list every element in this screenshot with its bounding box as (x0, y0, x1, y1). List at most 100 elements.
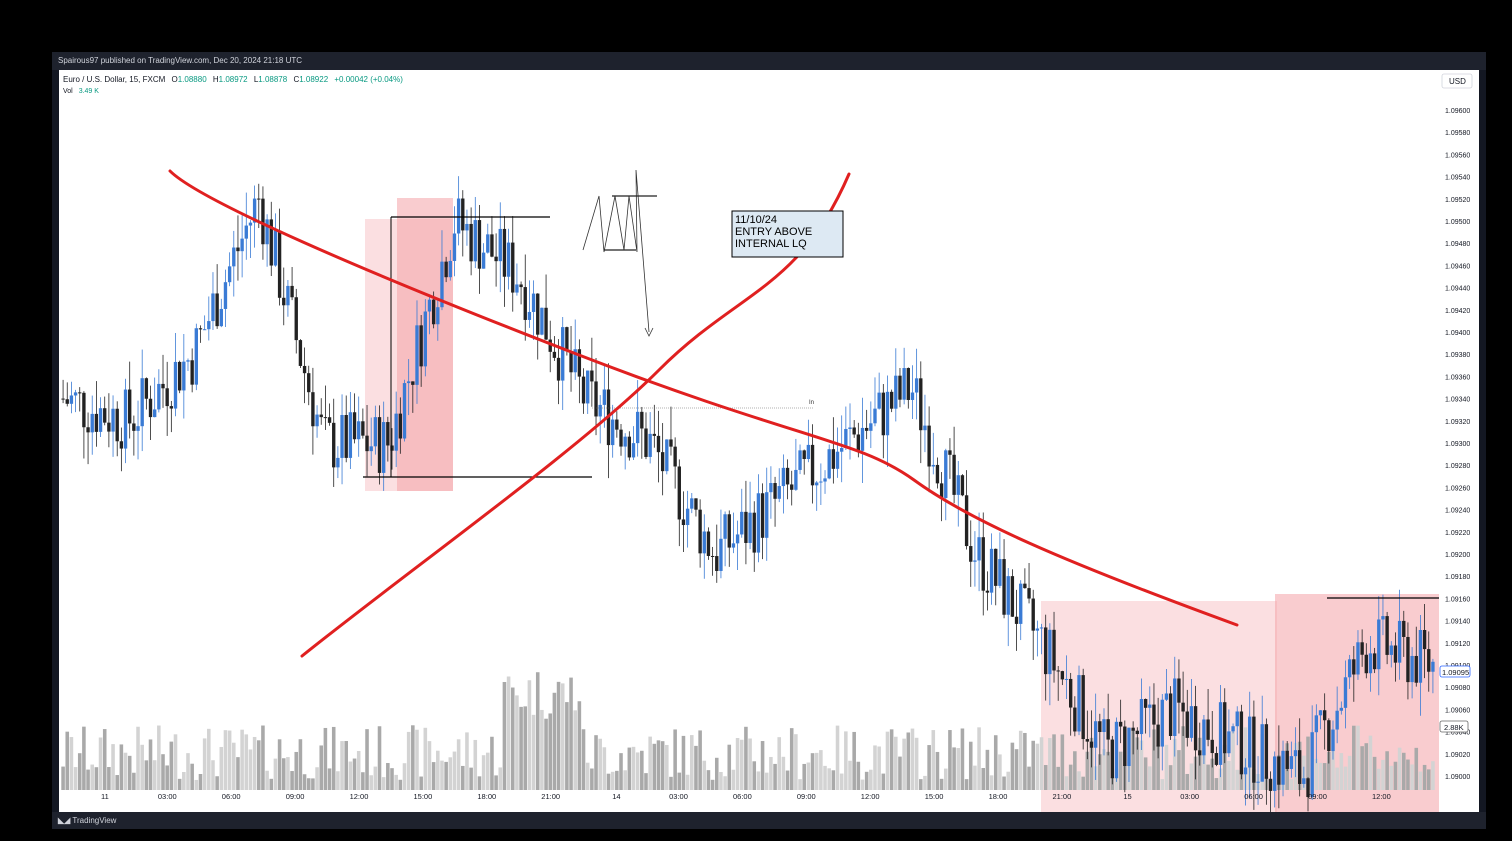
volume-bar (1206, 764, 1210, 790)
volume-bar (644, 773, 648, 790)
candle-body (1406, 636, 1410, 683)
volume-bar (227, 730, 232, 790)
volume-bar (835, 725, 840, 790)
volume-bar (236, 757, 240, 790)
legend-vol-label: Vol (63, 88, 73, 95)
volume-bar (1210, 758, 1215, 790)
volume-bar (1139, 740, 1144, 790)
volume-bar (348, 761, 353, 790)
volume-bar (1397, 747, 1402, 790)
candle-body (98, 408, 103, 432)
volume-bar (444, 761, 448, 790)
volume-bar (165, 765, 169, 790)
volume-bar (369, 775, 373, 790)
currency-badge[interactable]: USD (1441, 73, 1473, 89)
candle-body (107, 422, 111, 432)
candle-body (723, 514, 727, 539)
candle-body (394, 413, 398, 451)
volume-bar (1060, 734, 1065, 790)
volume-bar (1331, 730, 1335, 790)
candle-body (1114, 721, 1119, 779)
candle-body (748, 512, 752, 543)
volume-bar (336, 771, 340, 790)
volume-bar (910, 728, 915, 790)
price-chart-svg[interactable]: Euro / U.S. Dollar, 15, FXCM O1.08880 H1… (59, 70, 1479, 822)
volume-bar (1106, 751, 1110, 790)
volume-bar (77, 753, 82, 790)
volume-bar (1018, 730, 1023, 790)
volume-bar (281, 758, 286, 790)
annotation-line1: 11/10/24 (735, 214, 777, 226)
volume-bar (1081, 776, 1085, 790)
candle-body (302, 365, 307, 374)
volume-bar (648, 736, 652, 790)
candle-body (1131, 727, 1135, 731)
volume-bar (1102, 749, 1106, 790)
candle-body (506, 242, 511, 277)
candle-body (731, 543, 736, 548)
volume-bar (885, 731, 890, 790)
volume-bar (277, 739, 282, 790)
candle-body (1198, 750, 1202, 756)
candle-body (1181, 702, 1185, 712)
candle-body (1048, 629, 1052, 675)
volume-bar (1347, 755, 1352, 790)
candle-body (956, 475, 960, 495)
volume-bar (190, 763, 194, 790)
price-axis[interactable]: 1.09600 1.09580 1.09560 1.09540 1.09520 1.095… (1445, 108, 1470, 781)
candle-body (831, 449, 836, 469)
time-axis[interactable]: 11 03:00 06:00 09:00 12:00 15:00 18:00 21:00 14 0… (101, 792, 1391, 801)
candle-body (569, 351, 573, 373)
volume-bar (502, 682, 507, 790)
volume-bar (1389, 765, 1394, 790)
candle-body (502, 228, 507, 277)
volume-bar (1014, 749, 1019, 790)
volume-bar (1031, 740, 1035, 790)
volume-bar (565, 702, 569, 790)
candle-body (952, 454, 956, 495)
candle-body (1064, 678, 1069, 680)
candle-body (436, 307, 440, 325)
volume-bar (261, 725, 265, 790)
volume-bar (440, 760, 444, 790)
candle-body (227, 266, 232, 283)
volume-bar (619, 753, 623, 790)
volume-bar (723, 776, 727, 790)
volume-bar (735, 738, 740, 790)
candle-body (1314, 715, 1319, 733)
volume-bar (731, 769, 736, 790)
volume-bar (1377, 768, 1381, 790)
candle-body (844, 428, 848, 449)
candle-body (1277, 756, 1281, 785)
candle-body (1339, 707, 1343, 711)
candle-body (540, 307, 544, 335)
price-tick-label: 1.09020 (1445, 752, 1470, 759)
candle-body (881, 392, 885, 436)
volume-bar (952, 747, 956, 790)
volume-bar (1023, 732, 1027, 790)
volume-bar (756, 771, 761, 790)
candle-body (923, 425, 927, 431)
volume-bar (169, 741, 174, 790)
volume-bar (869, 769, 873, 790)
annotation-box[interactable]: 11/10/24 ENTRY ABOVE INTERNAL LQ (731, 210, 844, 258)
volume-bar (377, 726, 382, 790)
candle-body (123, 389, 128, 449)
candle-body (198, 328, 203, 330)
legend-c-label: C (293, 75, 299, 84)
volume-bar (427, 741, 432, 790)
candle-body (402, 383, 407, 439)
candle-body (635, 411, 640, 444)
volume-bar (1181, 726, 1185, 790)
volume-bar (873, 745, 877, 790)
time-tick-label: 09:00 (1308, 792, 1327, 801)
candle-body (1356, 642, 1360, 675)
candle-body (1052, 629, 1056, 671)
price-tick-label: 1.09080 (1445, 685, 1470, 692)
candle-body (1223, 702, 1227, 754)
candle-body (332, 422, 336, 468)
chart-area[interactable]: Euro / U.S. Dollar, 15, FXCM O1.08880 H1… (59, 70, 1479, 822)
volume-bar (556, 681, 561, 790)
candle-body (257, 198, 261, 200)
candle-body (1393, 645, 1398, 663)
